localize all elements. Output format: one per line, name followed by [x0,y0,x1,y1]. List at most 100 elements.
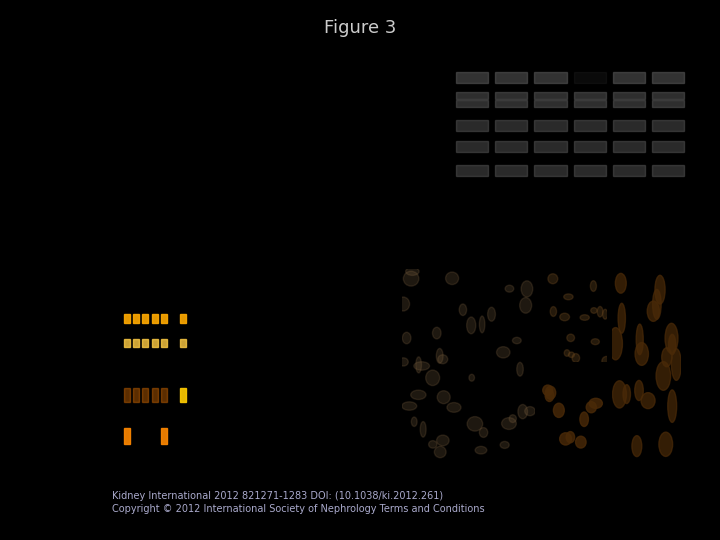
Text: b: b [117,254,126,267]
Ellipse shape [402,402,417,410]
Ellipse shape [446,272,459,285]
Ellipse shape [597,307,603,317]
Bar [652,100,684,107]
Bar [495,141,528,152]
Bar [456,72,488,83]
Ellipse shape [647,301,660,321]
Ellipse shape [567,334,575,342]
Bar [574,165,606,176]
Text: 6: 6 [665,180,670,190]
Bar [152,314,158,323]
Bar [574,72,606,83]
Text: Atg7: Atg7 [435,75,451,81]
Ellipse shape [520,298,531,313]
Text: LC3-II: LC3-II [432,101,451,107]
Text: LC3-I: LC3-I [434,92,451,98]
Ellipse shape [603,309,608,319]
Bar [133,339,139,347]
Ellipse shape [616,273,626,293]
Bar [124,314,130,323]
Ellipse shape [497,347,510,358]
Bar [652,141,684,152]
Text: 2: 2 [138,454,143,460]
Ellipse shape [467,317,476,334]
Ellipse shape [397,297,410,311]
Ellipse shape [672,349,681,380]
Text: 2: 2 [509,180,513,190]
Ellipse shape [480,428,487,437]
Text: Figure 3: Figure 3 [324,19,396,37]
Bar [161,428,167,444]
Text: $Atg7^{flox/flox}$, $x^{cre}Y$: $Atg7^{flox/flox}$, $x^{cre}Y$ [186,144,247,156]
Bar [456,165,488,176]
Text: $Atg7^{flox/flox}$, $x^{cre}Y$   PT-Atg7-KC: $Atg7^{flox/flox}$, $x^{cre}Y$ PT-Atg7-K… [227,211,332,223]
Ellipse shape [591,339,600,345]
Ellipse shape [402,332,411,344]
Ellipse shape [550,307,557,316]
Ellipse shape [509,415,516,422]
Text: WT: WT [456,53,468,62]
Text: Atg7F/F,XY: Atg7F/F,XY [138,234,143,260]
Bar [143,339,148,347]
Text: d: d [405,254,414,267]
Bar [124,388,130,402]
Ellipse shape [426,370,440,386]
Ellipse shape [590,308,597,313]
Text: B-Actin: B-Actin [426,167,451,174]
Text: - cre, 370 bp: - cre, 370 bp [233,428,277,434]
Ellipse shape [635,342,649,366]
Text: 4: 4 [175,454,179,460]
Ellipse shape [623,384,631,403]
Ellipse shape [580,412,588,427]
Ellipse shape [662,348,672,367]
Ellipse shape [403,271,419,286]
Ellipse shape [655,275,665,304]
Text: Atg7F/F,XcreY: Atg7F/F,XcreY [156,226,161,260]
Ellipse shape [589,399,603,408]
Ellipse shape [575,436,586,448]
Ellipse shape [586,402,596,413]
Bar [143,388,148,402]
Ellipse shape [405,267,419,275]
Bar [180,314,186,323]
Ellipse shape [665,323,678,353]
Text: - WT allele: 600 bp: - WT allele: 600 bp [233,378,299,384]
Bar [652,165,684,176]
Text: KO: KO [574,53,585,62]
Bar [152,339,158,347]
Ellipse shape [480,316,485,333]
Ellipse shape [525,407,535,416]
Text: KC: KC [496,53,506,62]
Bar [574,100,606,107]
Ellipse shape [420,422,426,437]
Ellipse shape [635,380,643,401]
Bar [133,314,139,323]
Ellipse shape [487,307,495,321]
Bar [613,165,645,176]
Text: 4: 4 [588,180,592,190]
Bar [495,120,528,131]
Text: 3: 3 [548,180,553,190]
Text: $Atg7^{flox/flox}$, XY: $Atg7^{flox/flox}$, XY [186,161,238,173]
Text: Kidney International 2012 821271-1283 DOI: (10.1038/ki.2012.261): Kidney International 2012 821271-1283 DO… [112,491,443,501]
Text: c: c [405,51,413,64]
Bar [180,388,186,402]
Bar [652,72,684,83]
Bar [456,141,488,152]
Bar [574,92,606,99]
Bar [456,100,488,107]
Ellipse shape [469,374,474,381]
Text: 5: 5 [194,454,198,460]
Ellipse shape [436,435,449,446]
Bar [124,428,130,444]
Text: PT-Atg7-KO: PT-Atg7-KO [626,436,668,445]
Bar [534,141,567,152]
Ellipse shape [459,304,467,315]
Ellipse shape [667,390,677,422]
Ellipse shape [590,281,596,292]
Bar [143,314,148,323]
Text: PT-Atg7-WT: PT-Atg7-WT [413,436,456,445]
Ellipse shape [618,303,626,333]
Bar [534,100,567,107]
Bar [420,314,463,357]
